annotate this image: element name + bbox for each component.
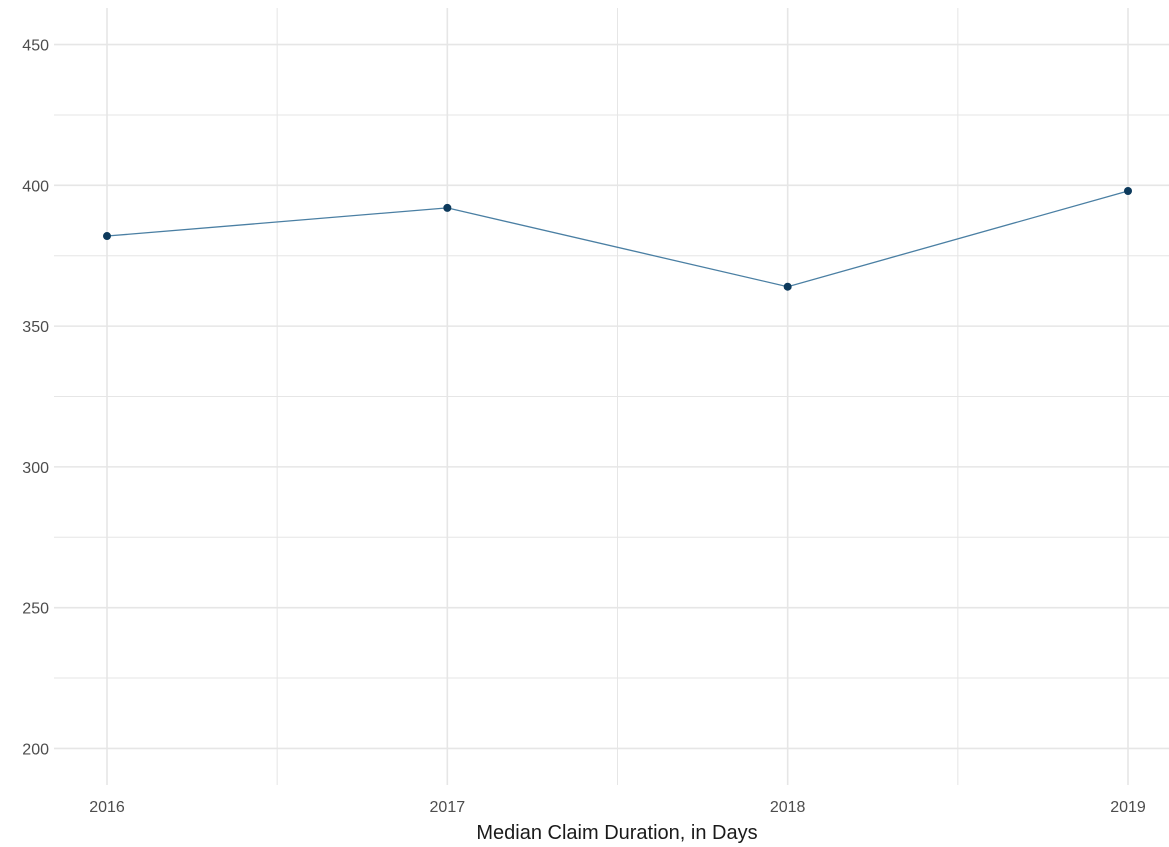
data-point xyxy=(1124,186,1132,195)
series-line xyxy=(106,190,1129,288)
y-tick-label: 300 xyxy=(22,460,49,477)
y-tick-label: 450 xyxy=(22,38,49,55)
grid-layer xyxy=(54,8,1169,785)
y-tick-label: 400 xyxy=(22,178,49,195)
x-tick-label: 2016 xyxy=(89,799,125,816)
y-tick-label: 200 xyxy=(22,741,49,758)
x-tick-label: 2019 xyxy=(1110,799,1146,816)
x-axis-ticks: 2016 2017 2018 2019 xyxy=(89,799,1146,816)
data-point xyxy=(103,232,111,241)
x-tick-label: 2017 xyxy=(430,799,466,816)
points-layer xyxy=(103,186,1132,291)
series-layer xyxy=(106,190,1129,288)
y-axis-ticks: 200 250 300 350 400 450 xyxy=(22,38,49,759)
data-point xyxy=(443,203,452,212)
x-axis-title: Median Claim Duration, in Days xyxy=(476,822,757,844)
y-tick-label: 250 xyxy=(22,601,49,618)
x-tick-label: 2018 xyxy=(770,799,806,816)
data-point xyxy=(783,282,792,291)
y-tick-label: 350 xyxy=(22,319,49,336)
